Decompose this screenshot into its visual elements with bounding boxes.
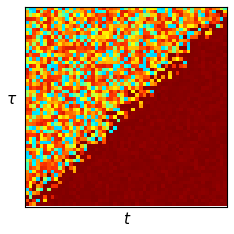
X-axis label: t: t [123, 212, 129, 227]
Y-axis label: τ: τ [7, 92, 16, 107]
